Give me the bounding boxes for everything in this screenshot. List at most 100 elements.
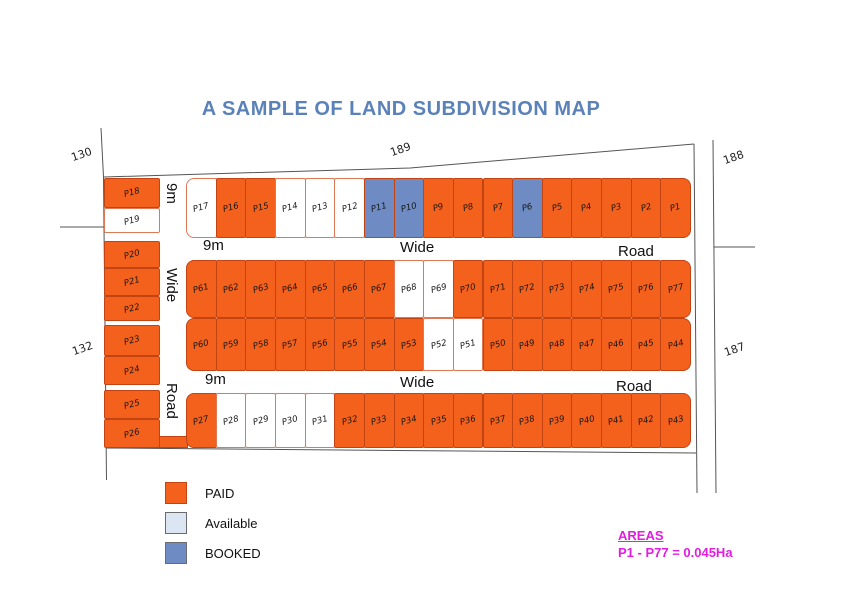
plot-label: P40 (577, 413, 596, 428)
plot-p18: P18 (104, 178, 160, 208)
plot-label: P77 (666, 282, 685, 296)
plot-label: P65 (310, 282, 329, 296)
plot-p26: P26 (104, 419, 160, 448)
plot-label: P31 (310, 413, 329, 428)
plot-p57: P57 (274, 318, 306, 371)
plot-label: P16 (221, 201, 240, 215)
plot-label: P17 (192, 201, 211, 215)
plot-label: P70 (459, 282, 478, 296)
plot-label: P47 (577, 337, 596, 352)
plot-label: P44 (666, 337, 685, 352)
plot-label: P52 (429, 337, 448, 352)
plot-label: P63 (251, 282, 270, 296)
plot-label: P28 (221, 413, 240, 428)
plot-p64: P64 (274, 260, 306, 318)
plot-p49: P49 (512, 318, 543, 371)
plot-label: P73 (548, 282, 567, 296)
plot-label: P29 (251, 413, 270, 428)
plot-p1: P1 (660, 178, 692, 238)
plot-label: P54 (370, 337, 389, 352)
plot-p52: P52 (423, 318, 454, 371)
plot-p73: P73 (541, 260, 573, 318)
plot-p21: P21 (104, 268, 160, 296)
plot-p60: P60 (186, 318, 217, 371)
plot-p74: P74 (571, 260, 603, 318)
plot-label: P72 (518, 282, 537, 296)
plot-p19: P19 (104, 208, 160, 233)
plot-label: P39 (548, 413, 567, 428)
plot-label: P10 (399, 201, 418, 215)
plot-p41: P41 (601, 393, 632, 448)
plot-p8: P8 (452, 178, 484, 238)
plot-label: P43 (666, 413, 685, 428)
plot-p62: P62 (215, 260, 247, 318)
road-vertical-road-label: Road (163, 383, 180, 419)
plot-p76: P76 (630, 260, 662, 318)
plot-label: P69 (429, 282, 448, 296)
plot-label: P66 (340, 282, 359, 296)
road-lower-9m-label: 9m (205, 371, 226, 388)
plot-label: P14 (281, 201, 300, 215)
plot-label: P56 (310, 337, 329, 352)
plot-p37: P37 (482, 393, 514, 448)
areas-note: AREAS P1 - P77 = 0.045Ha (618, 528, 733, 560)
plot-label: P1 (669, 201, 683, 215)
plot-label: P64 (281, 282, 300, 296)
plot-label: P67 (370, 282, 389, 296)
plot-p28: P28 (215, 393, 247, 448)
plot-label: P5 (550, 201, 564, 215)
plot-p47: P47 (571, 318, 603, 371)
plot-label: P24 (122, 363, 141, 378)
areas-value: P1 - P77 = 0.045Ha (618, 545, 733, 560)
plot-p45: P45 (630, 318, 662, 371)
plot-p53: P53 (393, 318, 425, 371)
plot-label: P13 (310, 201, 329, 215)
plot-p51: P51 (452, 318, 484, 371)
survey-label-187: 187 (722, 339, 747, 360)
plot-p54: P54 (363, 318, 395, 371)
plot-p30: P30 (274, 393, 306, 448)
plot-label: P58 (251, 337, 270, 352)
road-end-fill (158, 436, 188, 448)
plot-p13: P13 (304, 178, 336, 238)
plot-label: P50 (488, 337, 507, 352)
plot-label: P26 (122, 426, 141, 441)
plot-p17: P17 (186, 178, 217, 238)
road-upper-road-label: Road (618, 243, 654, 260)
plot-label: P11 (370, 201, 389, 215)
plot-label: P7 (491, 201, 505, 215)
plot-label: P76 (637, 282, 656, 296)
plot-label: P71 (488, 282, 507, 296)
plot-p71: P71 (482, 260, 514, 318)
plot-label: P51 (459, 337, 478, 352)
plot-label: P9 (432, 201, 445, 215)
plot-label: P53 (399, 337, 418, 352)
plot-p55: P55 (334, 318, 365, 371)
plot-label: P42 (637, 413, 656, 428)
plot-label: P4 (580, 201, 594, 215)
plot-p27: P27 (186, 393, 217, 448)
plot-p29: P29 (245, 393, 276, 448)
plot-label: P60 (192, 337, 211, 352)
plot-label: P2 (639, 201, 653, 215)
plot-label: P35 (429, 413, 448, 428)
plot-p42: P42 (630, 393, 662, 448)
plot-p77: P77 (660, 260, 692, 318)
plot-label: P33 (370, 413, 389, 428)
plot-label: P22 (122, 301, 141, 316)
plot-label: P36 (459, 413, 478, 428)
plot-label: P12 (340, 201, 359, 215)
plot-p25: P25 (104, 390, 160, 419)
plot-label: P68 (399, 282, 418, 296)
paid-swatch (165, 482, 187, 504)
road-upper-9m-label: 9m (203, 237, 224, 254)
legend-label-booked: BOOKED (205, 545, 261, 561)
plot-p2: P2 (630, 178, 662, 238)
plot-p67: P67 (363, 260, 395, 318)
legend-item-available: Available (165, 512, 261, 534)
plot-p16: P16 (215, 178, 247, 238)
plot-p14: P14 (274, 178, 306, 238)
plot-label: P62 (221, 282, 240, 296)
plot-p7: P7 (482, 178, 514, 238)
